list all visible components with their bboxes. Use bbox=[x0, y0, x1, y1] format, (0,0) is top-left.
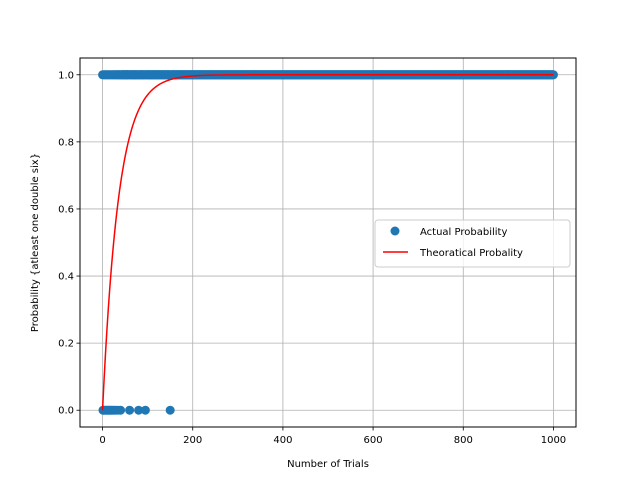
x-tick-label: 600 bbox=[364, 435, 383, 446]
scatter-point bbox=[140, 405, 150, 415]
legend-marker-actual bbox=[390, 226, 400, 236]
x-tick-label: 200 bbox=[183, 435, 202, 446]
ticks: 0 200 400 600 800 1000 0.0 0.2 0.4 0.6 0.8 1.0 bbox=[58, 70, 566, 446]
y-tick-label: 0.6 bbox=[58, 204, 74, 215]
theoretical-probability-line bbox=[101, 74, 554, 411]
y-tick-label: 1.0 bbox=[58, 70, 74, 81]
y-tick-label: 0.2 bbox=[58, 339, 74, 350]
x-axis-label: Number of Trials bbox=[287, 459, 369, 470]
y-axis-label: Probability {atleast one double six} bbox=[30, 153, 41, 332]
x-tick-label: 0 bbox=[99, 435, 105, 446]
x-tick-label: 400 bbox=[273, 435, 292, 446]
scatter-point bbox=[134, 405, 144, 415]
y-tick-label: 0.8 bbox=[58, 137, 74, 148]
scatter-point bbox=[116, 405, 126, 415]
y-tick-label: 0.4 bbox=[58, 272, 74, 283]
y-tick-label: 0.0 bbox=[58, 406, 74, 417]
theoretical-curve bbox=[101, 74, 554, 411]
legend-label-actual: Actual Probability bbox=[420, 227, 507, 238]
legend-label-theoretical: Theoratical Probality bbox=[419, 248, 523, 259]
plot-frame bbox=[79, 57, 577, 428]
legend-box bbox=[374, 219, 571, 268]
legend: Actual Probability Theoratical Probality bbox=[374, 219, 571, 268]
x-tick-label: 800 bbox=[454, 435, 473, 446]
scatter-point bbox=[165, 405, 175, 415]
scatter-point bbox=[125, 405, 135, 415]
x-tick-label: 1000 bbox=[541, 435, 566, 446]
